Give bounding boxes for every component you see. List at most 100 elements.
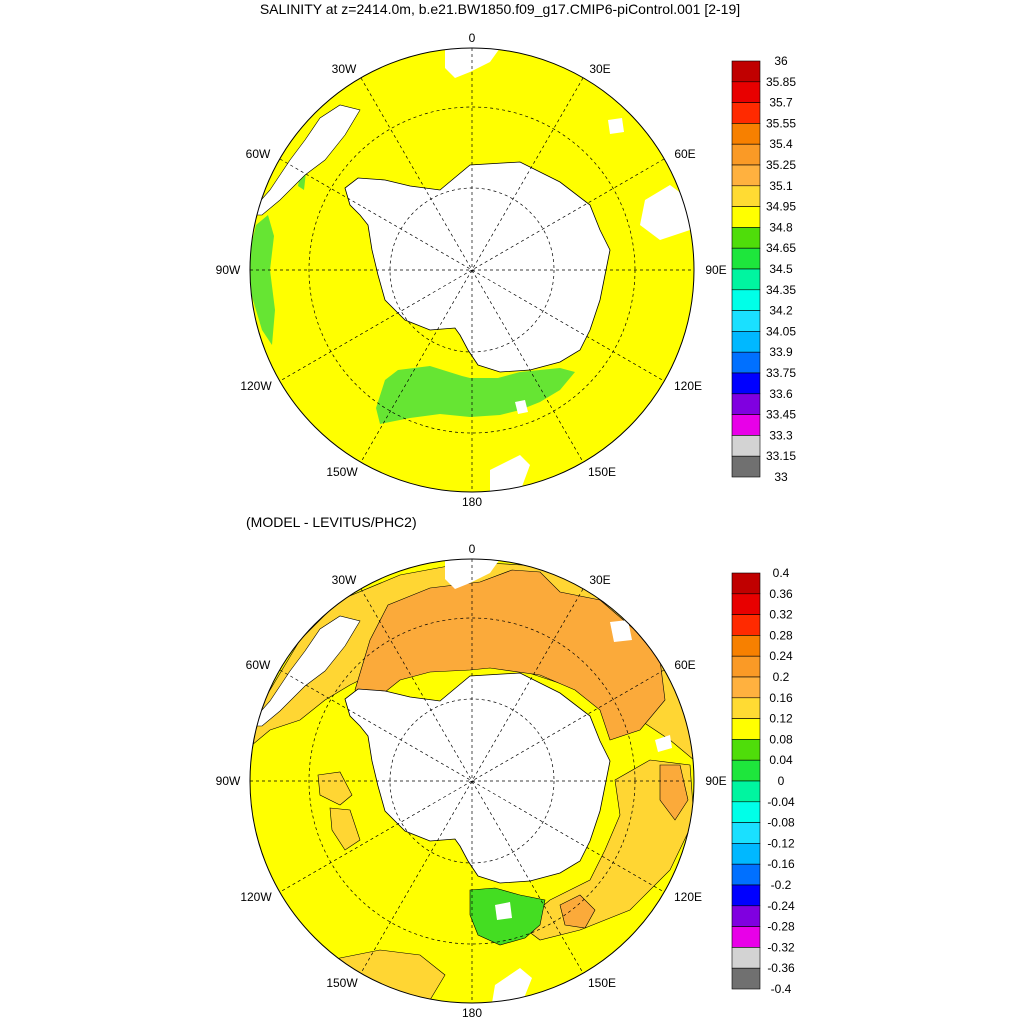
bottom-australia <box>492 968 532 1003</box>
bottom-lon-label-60w: 60W <box>246 658 271 672</box>
bottom-lon-label-150w: 150W <box>326 976 358 990</box>
bottom-africa <box>445 559 500 589</box>
bottom-colorbar-swatch <box>731 739 761 761</box>
top-colorbar-label: 33.9 <box>769 345 793 359</box>
top-colorbar-label: 36 <box>774 54 788 68</box>
top-africa <box>445 48 500 78</box>
bottom-lon-label-90e: 90E <box>705 774 726 788</box>
top-colorbar-swatch <box>731 247 761 270</box>
bottom-colorbar-label: -0.28 <box>767 920 795 934</box>
bottom-lon-label-60e: 60E <box>674 658 695 672</box>
top-lon-label-150w: 150W <box>326 465 358 479</box>
bottom-colorbar-label: 0.2 <box>773 670 790 684</box>
bottom-colorbar-label: 0.4 <box>773 566 790 580</box>
top-lon-label-30w: 30W <box>332 62 357 76</box>
bottom-colorbar-label: 0 <box>778 774 785 788</box>
bottom-colorbar-swatch <box>731 759 761 782</box>
bottom-colorbar-swatch <box>731 967 761 990</box>
top-colorbar-swatch <box>731 331 761 353</box>
bottom-band-light-orange-east <box>519 759 694 941</box>
top-south-america <box>250 104 361 216</box>
bottom-colorbar-label: -0.16 <box>767 857 795 871</box>
bottom-longitude-labels: 0 30E 60E 90E 120E 150E 180 150W 120W 90… <box>216 542 727 1020</box>
top-polar-map <box>250 48 694 492</box>
bottom-island-kerguelen <box>610 620 632 642</box>
bottom-colorbar-label: -0.24 <box>767 899 795 913</box>
top-colorbar-swatch <box>731 414 761 436</box>
bottom-colorbar-label: -0.32 <box>767 940 795 954</box>
top-colorbar-label: 33.3 <box>769 428 793 442</box>
bottom-lon-label-150e: 150E <box>588 976 616 990</box>
top-colorbar-swatch <box>731 60 761 83</box>
bottom-colorbar-swatch <box>731 843 761 865</box>
top-lon-label-90w: 90W <box>216 263 241 277</box>
bottom-south-america <box>250 615 361 727</box>
top-colorbar-label: 33 <box>774 470 788 484</box>
bottom-polar-map <box>250 559 694 1003</box>
top-colorbar-label: 34.65 <box>766 241 796 255</box>
top-colorbar-label: 34.2 <box>769 304 793 318</box>
top-colorbar-label: 34.5 <box>769 262 793 276</box>
bottom-panel: (MODEL - LEVITUS/PHC2) <box>216 514 795 1020</box>
top-colorbar-swatch <box>731 164 761 187</box>
top-colorbar-swatch <box>731 206 761 228</box>
bottom-colorbar-swatch <box>731 655 761 678</box>
top-colorbar-label: 33.45 <box>766 408 796 422</box>
bottom-lon-label-120e: 120E <box>674 890 702 904</box>
top-lon-label-150e: 150E <box>588 465 616 479</box>
top-australia <box>490 455 530 492</box>
bottom-colorbar-label: 0.32 <box>769 608 793 622</box>
top-lon-label-90e: 90E <box>705 263 726 277</box>
bottom-colorbar-swatch <box>731 905 761 927</box>
top-colorbar-swatch <box>731 143 761 166</box>
top-colorbar-swatch <box>731 268 761 291</box>
top-colorbar-swatch <box>731 227 761 249</box>
bottom-colorbar-label: 0.04 <box>769 753 793 767</box>
bottom-band-orange-east <box>659 764 689 821</box>
bottom-colorbar-swatch <box>731 572 761 595</box>
top-colorbar-swatch <box>731 81 761 103</box>
bottom-lon-label-120w: 120W <box>240 890 272 904</box>
top-colorbar-swatch <box>731 455 761 478</box>
bottom-island-east <box>655 735 672 752</box>
top-lon-label-120w: 120W <box>240 379 272 393</box>
bottom-colorbar-label: -0.36 <box>767 961 795 975</box>
bottom-colorbar-label: -0.4 <box>771 982 792 996</box>
top-island-east <box>640 185 690 240</box>
bottom-colorbar-label: 0.24 <box>769 649 793 663</box>
top-colorbar-swatch <box>731 289 761 311</box>
bottom-lon-label-90w: 90W <box>216 774 241 788</box>
bottom-colorbar-swatch <box>731 635 761 657</box>
bottom-colorbar-swatch <box>731 614 761 636</box>
top-colorbar-label: 35.1 <box>769 179 793 193</box>
bottom-panel-title: (MODEL - LEVITUS/PHC2) <box>246 514 417 530</box>
top-colorbar-swatch <box>731 351 761 374</box>
bottom-colorbar-label: 0.16 <box>769 691 793 705</box>
top-green-band-west <box>250 215 275 345</box>
top-panel-title: SALINITY at z=2414.0m, b.e21.BW1850.f09_… <box>260 1 740 17</box>
bottom-lon-label-30e: 30E <box>589 573 610 587</box>
top-map-border <box>249 47 695 493</box>
bottom-lon-label-0: 0 <box>469 542 476 556</box>
bottom-colorbar-swatch <box>731 801 761 823</box>
bottom-band-light-orange-west <box>317 771 353 806</box>
top-colorbar-label: 35.85 <box>766 75 796 89</box>
bottom-map-border <box>249 558 695 1004</box>
top-lon-label-120e: 120E <box>674 379 702 393</box>
bottom-colorbar-label: -0.12 <box>767 836 795 850</box>
bottom-colorbar-swatch <box>731 947 761 969</box>
bottom-band-orange-se <box>559 894 596 929</box>
bottom-colorbar-label: 0.36 <box>769 587 793 601</box>
top-colorbar-label: 35.7 <box>769 96 793 110</box>
top-colorbar-label: 34.35 <box>766 283 796 297</box>
top-colorbar-swatch <box>731 372 761 395</box>
top-colorbar: 36 35.85 35.7 35.55 35.4 35.25 35.1 34.95 34.8 34… <box>731 54 796 484</box>
top-longitude-labels: 0 30E 60E 90E 120E 150E 180 150W 120W 90… <box>216 31 727 509</box>
bottom-lon-label-180: 180 <box>462 1006 482 1020</box>
top-graticule <box>250 48 694 492</box>
top-colorbar-label: 33.15 <box>766 449 796 463</box>
bottom-colorbar-swatch <box>731 697 761 719</box>
bottom-colorbar-swatch <box>731 884 761 907</box>
top-colorbar-label: 34.05 <box>766 324 796 338</box>
top-colorbar-swatch <box>731 435 761 457</box>
